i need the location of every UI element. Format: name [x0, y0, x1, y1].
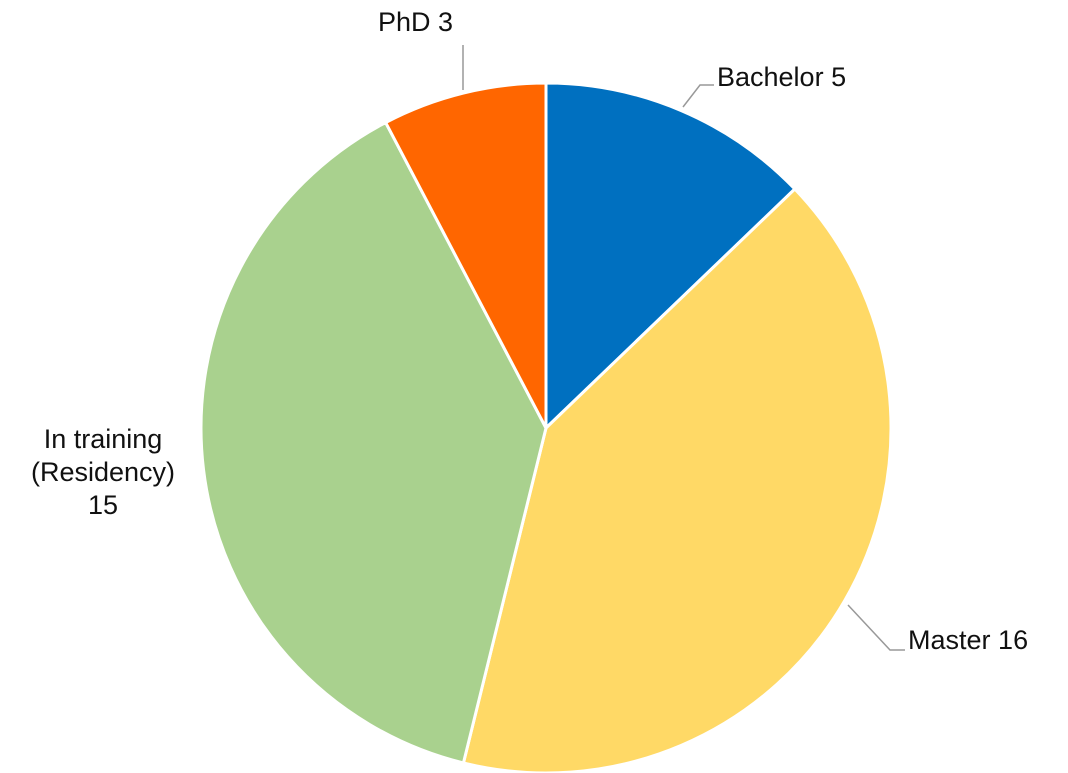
data-label: Master 16 [908, 624, 1028, 657]
value-label: 15 [87, 490, 119, 520]
leader-line [682, 84, 714, 108]
pie-slice [199, 120, 548, 765]
category-name: Bachelor [717, 62, 824, 92]
data-label: In training (Residency) 15 [18, 423, 188, 522]
category-name: Master [908, 625, 991, 655]
category-name: PhD [378, 7, 431, 37]
value-label: 3 [438, 7, 454, 37]
pie-slice [544, 81, 797, 432]
data-label: PhD 3 [378, 6, 453, 39]
value-label: 16 [998, 625, 1029, 655]
data-label: Bachelor 5 [717, 61, 846, 94]
leader-line [847, 604, 905, 651]
value-label: 5 [831, 62, 847, 92]
category-name: In training (Residency) [30, 424, 176, 487]
pie-slice [383, 81, 548, 429]
slices [199, 81, 893, 773]
pie-slice [461, 186, 893, 773]
